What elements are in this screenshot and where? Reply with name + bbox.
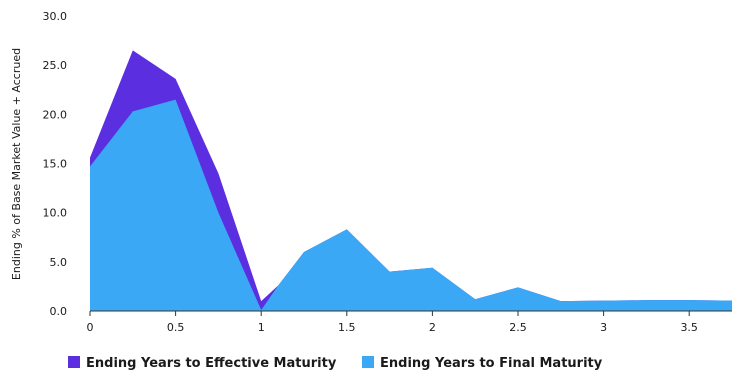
- x-tick-label: 3: [600, 321, 607, 334]
- y-tick-label: 25.0: [43, 59, 68, 72]
- x-tick-label: 0: [87, 321, 94, 334]
- y-tick-label: 10.0: [43, 207, 68, 220]
- x-tick-label: 1.5: [338, 321, 356, 334]
- legend-swatch-2: [362, 356, 374, 368]
- x-tick-label: 3.5: [680, 321, 698, 334]
- y-tick-label: 0.0: [50, 305, 68, 318]
- y-tick-label: 20.0: [43, 108, 68, 121]
- y-tick-label: 15.0: [43, 158, 68, 171]
- y-tick-label: 5.0: [50, 256, 68, 269]
- legend: Ending Years to Effective Maturity Ending…: [68, 356, 603, 371]
- y-axis-ticks: 0.0 5.0 10.0 15.0 20.0 25.0 30.0: [43, 10, 68, 318]
- x-axis-ticks: 0 0.5 1 1.5 2 2.5 3 3.5: [87, 311, 698, 334]
- area-series-2: [90, 99, 732, 311]
- x-tick-label: 0.5: [167, 321, 185, 334]
- y-tick-label: 30.0: [43, 10, 68, 23]
- x-tick-label: 2: [429, 321, 436, 334]
- legend-label-2: Ending Years to Final Maturity: [380, 356, 603, 371]
- plot-areas: [90, 50, 732, 312]
- y-axis-label: Ending % of Base Market Value + Accrued: [10, 48, 23, 280]
- x-tick-label: 1: [258, 321, 265, 334]
- legend-label-1: Ending Years to Effective Maturity: [86, 356, 337, 371]
- legend-swatch-1: [68, 356, 80, 368]
- x-tick-label: 2.5: [509, 321, 527, 334]
